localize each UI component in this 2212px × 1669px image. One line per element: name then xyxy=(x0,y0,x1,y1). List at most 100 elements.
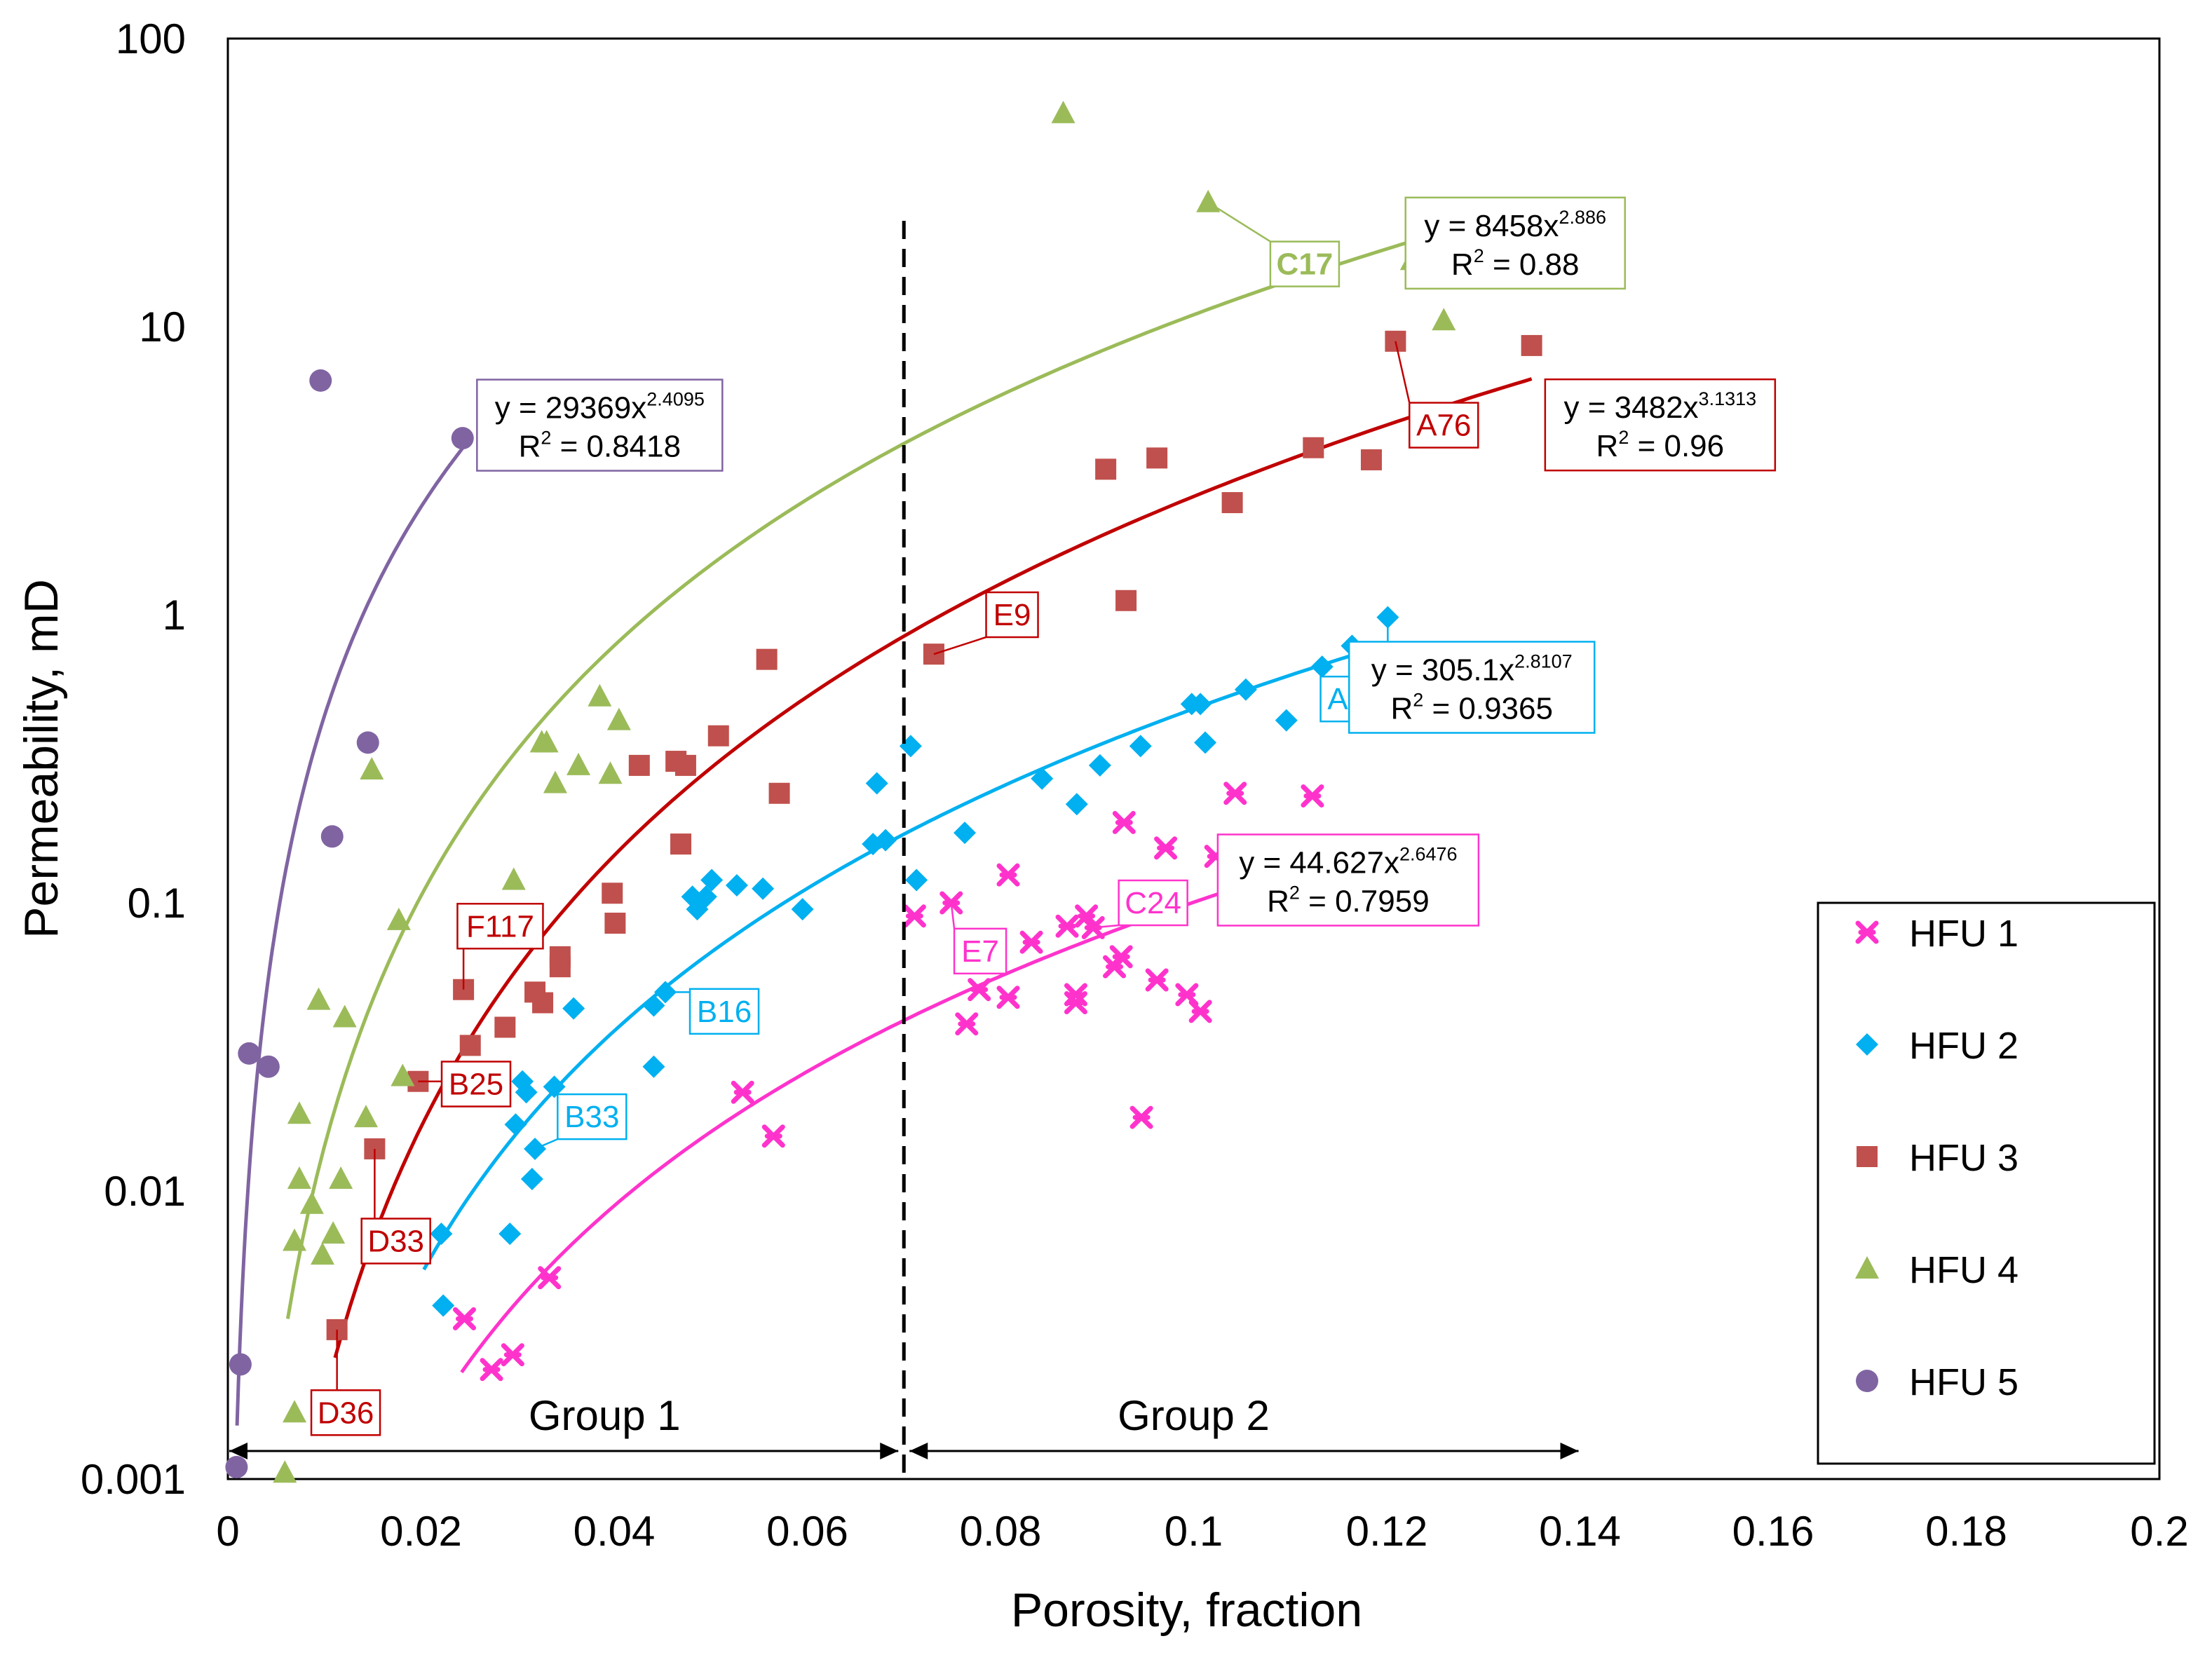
legend-label: HFU 2 xyxy=(1909,1025,2018,1067)
x-tick-label: 0.1 xyxy=(1165,1508,1223,1555)
x-tick-label: 0.08 xyxy=(960,1508,1042,1555)
group-arrow-head xyxy=(1560,1443,1579,1459)
hfu1-point xyxy=(1188,1000,1212,1023)
r2-text: R2 = 0.96 xyxy=(1596,427,1725,463)
hfu4-point xyxy=(287,1101,311,1124)
y-tick-label: 0.1 xyxy=(128,880,186,927)
callout-label: E9 xyxy=(993,598,1031,632)
hfu2-point xyxy=(905,868,928,892)
hfu2-point xyxy=(725,874,748,897)
r2-value: = 0.96 xyxy=(1629,429,1724,463)
hfu2-point xyxy=(1234,678,1257,701)
equation-exponent: 2.6476 xyxy=(1399,843,1458,864)
group-arrow-head xyxy=(229,1443,247,1459)
hfu2-point xyxy=(1189,693,1212,716)
hfu4-point xyxy=(566,752,591,775)
x-tick-label: 0.16 xyxy=(1732,1508,1814,1555)
group-arrow-head xyxy=(880,1443,899,1459)
hfu1-point xyxy=(1109,945,1133,969)
x-tick-label: 0.06 xyxy=(766,1508,848,1555)
r2-text: R2 = 0.7959 xyxy=(1267,882,1430,918)
r2-value: = 0.9365 xyxy=(1423,691,1553,725)
equation-box xyxy=(1404,196,1626,290)
hfu3-point xyxy=(707,725,729,747)
r2-exponent: 2 xyxy=(1289,882,1300,903)
hfu3-point xyxy=(1221,492,1243,514)
hfu1-point xyxy=(968,978,991,1002)
hfu2-point xyxy=(1275,709,1298,732)
hfu2-point xyxy=(954,822,977,845)
equation-base: y = 8458x xyxy=(1424,209,1559,243)
hfu3-point xyxy=(532,992,554,1014)
points-group xyxy=(225,100,1542,1483)
hfu2-point xyxy=(1310,655,1334,679)
hfu5-point xyxy=(309,369,332,392)
hfu4-point xyxy=(1051,100,1076,123)
legend-box xyxy=(1817,901,2156,1465)
callout-label: B25 xyxy=(449,1067,503,1101)
trendline-hfu5 xyxy=(235,447,464,1426)
equation-base: y = 3482x xyxy=(1564,390,1699,425)
hfu1-point xyxy=(902,904,926,928)
hfu2-point xyxy=(865,772,888,795)
hfu4-point xyxy=(588,683,612,707)
hfu5-point xyxy=(225,1455,248,1478)
hfu2-point xyxy=(1129,735,1152,758)
hfu4-point xyxy=(332,1004,357,1028)
hfu2-point xyxy=(432,1294,455,1317)
hfu1-point xyxy=(1064,991,1087,1015)
hfu4-point xyxy=(299,1191,324,1214)
y-axis-title: Permeability, mD xyxy=(15,579,68,939)
hfu3-point xyxy=(674,754,696,776)
hfu1-point xyxy=(1301,784,1324,808)
hfu1-point xyxy=(1145,968,1169,992)
hfu3-point xyxy=(1095,458,1117,480)
hfu1-point xyxy=(731,1080,754,1104)
callout-box xyxy=(1118,879,1188,927)
axes-group: 0 0.02 0.04 0.06 0.08 0.1 0.12 0.14 0.16 0.18 0.20… xyxy=(15,15,2189,1637)
hfu1-point xyxy=(996,986,1020,1009)
callout-leader xyxy=(1395,341,1411,403)
hfu3-point xyxy=(494,1016,516,1038)
hfu4-point xyxy=(360,756,384,779)
x-tick-label: 0.2 xyxy=(2130,1508,2188,1555)
equation-exponent: 2.4095 xyxy=(646,389,705,410)
r2-label: R xyxy=(1596,429,1619,463)
hfu3-point xyxy=(628,754,650,776)
callout-leader xyxy=(1207,201,1271,243)
hfu4-point xyxy=(391,1063,415,1086)
hfu3-point xyxy=(1360,449,1382,470)
hfu5-point xyxy=(356,731,379,754)
hfu4-point xyxy=(310,1242,334,1265)
hfu5-point xyxy=(257,1055,280,1078)
hfu4-point xyxy=(534,730,559,753)
hfu1-point xyxy=(955,1012,979,1036)
group-arrow-head xyxy=(909,1443,928,1459)
callout-box xyxy=(557,1093,627,1140)
hfu5-point xyxy=(451,427,474,450)
r2-label: R xyxy=(519,430,541,464)
hfu4-point xyxy=(598,761,623,784)
r2-exponent: 2 xyxy=(1618,427,1629,448)
hfu1-point xyxy=(452,1307,476,1330)
callout-label: D36 xyxy=(318,1396,374,1430)
y-tick-label: 100 xyxy=(116,15,186,62)
hfu4-point xyxy=(287,1166,311,1189)
hfu3-point xyxy=(670,833,692,855)
hfu5-point xyxy=(320,825,344,848)
hfu2-point xyxy=(430,1222,453,1246)
equation-box xyxy=(1348,641,1596,734)
equation-exponent: 2.886 xyxy=(1559,207,1606,228)
legend-marker-hfu4 xyxy=(1855,1256,1879,1279)
r2-label: R xyxy=(1451,247,1474,282)
x-tick-label: 0 xyxy=(216,1508,239,1555)
callout-box xyxy=(1269,240,1341,287)
hfu4-point xyxy=(353,1105,378,1128)
legend-label: HFU 5 xyxy=(1909,1361,2018,1403)
hfu3-point xyxy=(756,648,778,670)
callout-box xyxy=(1409,402,1479,449)
r2-exponent: 2 xyxy=(1413,689,1423,710)
group-label: Group 2 xyxy=(1118,1392,1270,1439)
